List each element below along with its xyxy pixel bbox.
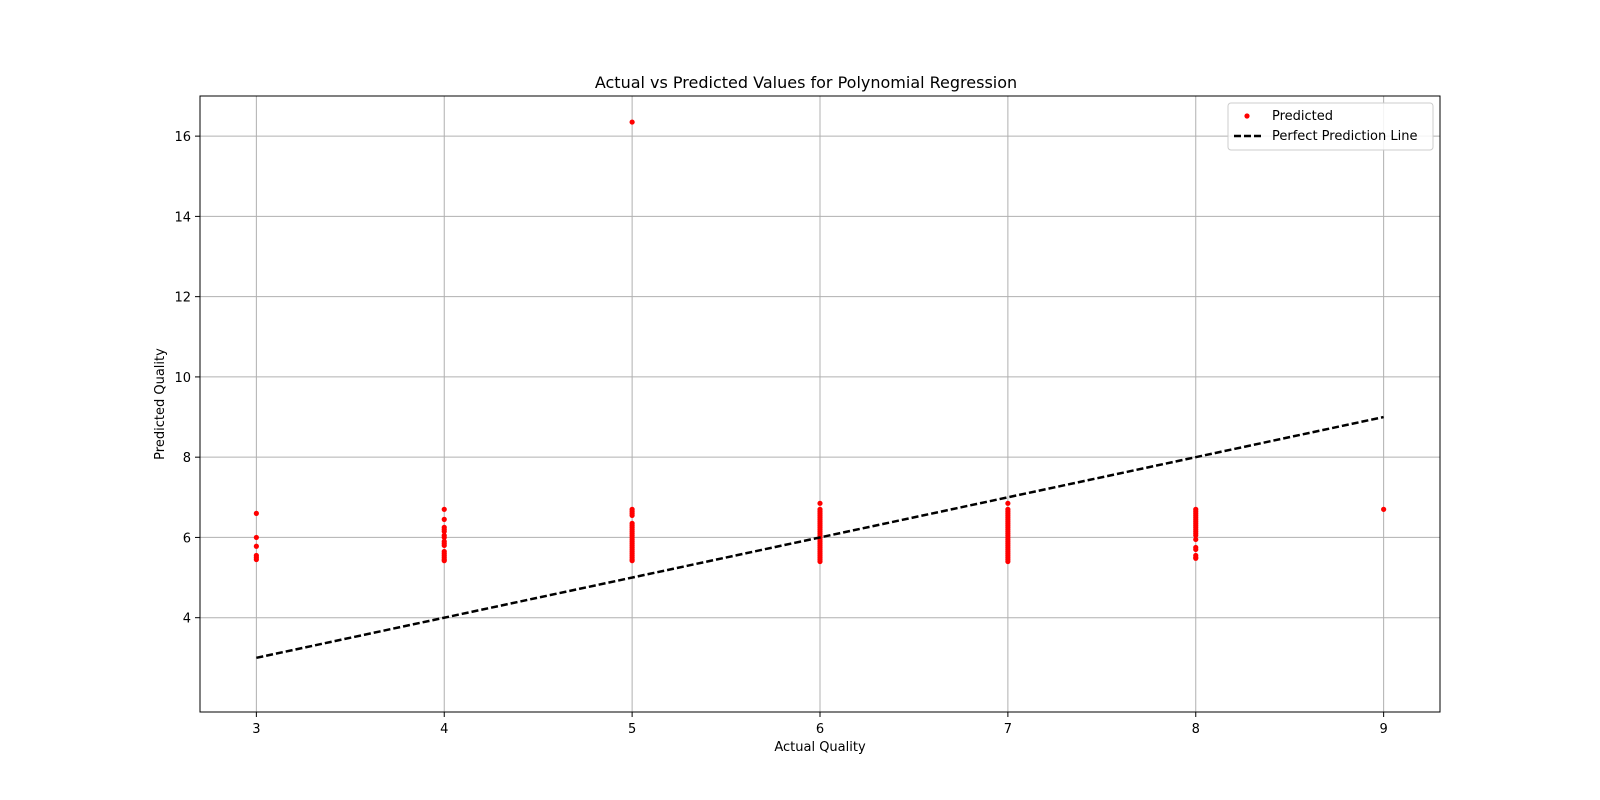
x-tick-label: 7	[1004, 722, 1012, 737]
x-tick-label: 9	[1379, 722, 1387, 737]
series-predicted	[253, 119, 1387, 565]
y-tick-label: 4	[183, 612, 191, 627]
scatter-point	[441, 528, 447, 535]
scatter-point	[441, 516, 447, 522]
legend-box	[1227, 102, 1434, 151]
x-tick-label: 8	[1192, 722, 1200, 737]
scatter-point	[253, 534, 259, 541]
scatter-point	[817, 500, 823, 506]
y-tick-label: 10	[174, 371, 191, 386]
scatter-point	[1193, 546, 1199, 553]
x-tick-label: 4	[440, 722, 448, 737]
x-tick-label: 3	[252, 722, 260, 737]
scatter-point	[1005, 500, 1011, 506]
legend-marker-predicted	[1244, 113, 1250, 119]
scatter-point	[441, 542, 447, 549]
scatter-point	[1193, 555, 1199, 561]
scatter-point	[1005, 558, 1011, 565]
scatter-point	[441, 558, 447, 564]
scatter-point	[1193, 536, 1199, 543]
perfect-prediction-line	[256, 415, 1384, 660]
y-axis-label: Predicted Quality	[153, 348, 168, 460]
series-layer	[253, 119, 1387, 660]
y-tick-label: 6	[183, 531, 191, 546]
scatter-point	[441, 506, 447, 512]
y-tick-label: 14	[174, 210, 191, 225]
grid	[200, 96, 1440, 712]
x-axis-label: Actual Quality	[774, 740, 866, 755]
y-tick-label: 12	[174, 291, 191, 306]
scatter-point	[253, 510, 259, 516]
y-tick-label: 16	[174, 130, 191, 145]
scatter-point	[253, 556, 259, 563]
chart-title: Actual vs Predicted Values for Polynomia…	[595, 73, 1017, 92]
legend-label-predicted: Predicted	[1272, 109, 1333, 124]
scatter-point	[629, 558, 635, 564]
scatter-point	[1193, 532, 1199, 539]
legend-label-perfect-line: Perfect Prediction Line	[1272, 129, 1417, 144]
x-tick-label: 5	[628, 722, 636, 737]
scatter-point	[1381, 506, 1387, 512]
ticks: 3 4 5 6 7 8 9 4 6 8 10 12 14 16	[174, 130, 1387, 737]
scatter-point	[253, 543, 259, 549]
x-tick-label: 6	[816, 722, 824, 737]
scatter-point	[629, 119, 635, 125]
legend: Predicted Perfect Prediction Line	[1227, 102, 1434, 151]
scatter-point	[629, 512, 635, 518]
scatter-point	[817, 558, 823, 565]
y-tick-label: 8	[183, 451, 191, 466]
scatter-point	[441, 534, 447, 541]
